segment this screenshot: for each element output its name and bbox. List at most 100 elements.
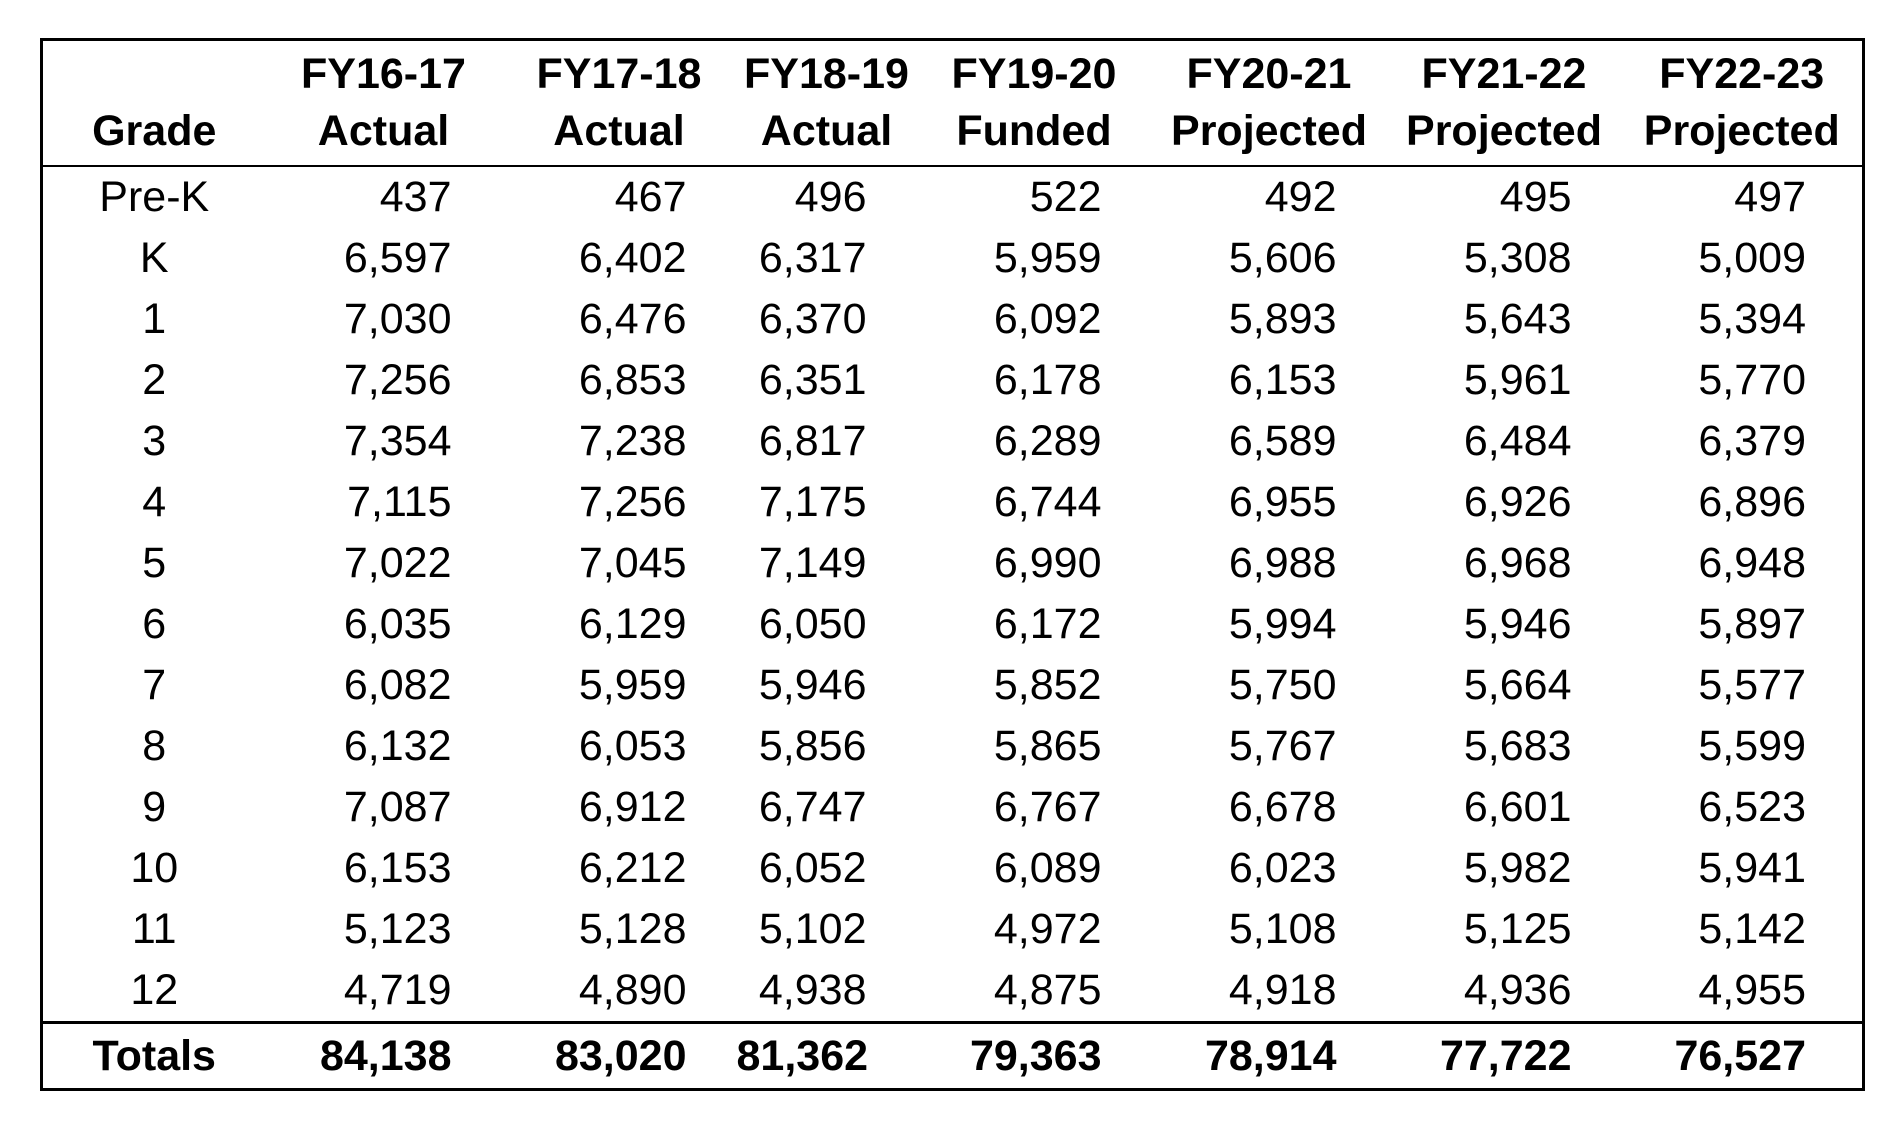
column-header-fy22-23: FY22-23 Projected: [1621, 39, 1864, 167]
value-cell: 496: [794, 173, 867, 221]
value-cell: 4,938: [758, 966, 867, 1014]
column-header-line2: Actual: [760, 107, 893, 155]
value-cell: 6,948: [1698, 539, 1806, 587]
value-cell: 5,897: [1698, 600, 1806, 648]
value-cell: 5,770: [1698, 356, 1806, 404]
table-row: 3 7,354 7,238 6,817 6,289 6,589 6,484 6,…: [42, 411, 1864, 472]
value-cell: 6,089: [993, 844, 1102, 892]
value-cell: 6,988: [1228, 539, 1337, 587]
value-cell: 5,142: [1698, 905, 1806, 953]
value-cell: 6,484: [1463, 417, 1572, 465]
totals-row: Totals 84,138 83,020 81,362 79,363 78,91…: [41, 1021, 1864, 1090]
value-cell: 6,476: [578, 295, 687, 343]
value-cell: 5,767: [1228, 722, 1337, 770]
value-cell: 6,050: [758, 600, 867, 648]
column-header-line1: FY21-22: [1421, 50, 1587, 98]
value-cell: 5,865: [993, 722, 1102, 770]
totals-cell: 77,722: [1386, 1021, 1622, 1090]
column-header-line1: FY20-21: [1186, 50, 1352, 98]
totals-cell: 79,363: [916, 1021, 1152, 1090]
value-cell: 6,379: [1698, 417, 1806, 465]
value-cell: 4,918: [1228, 966, 1337, 1014]
column-header-line2: Actual: [317, 107, 450, 155]
value-cell: 6,402: [578, 234, 687, 282]
value-cell: 5,308: [1463, 234, 1572, 282]
value-cell: 5,750: [1228, 661, 1337, 709]
totals-cell: 76,527: [1621, 1021, 1864, 1090]
header-row: Grade FY16-17 Actual FY17-18 Actual FY18…: [41, 39, 1864, 167]
value-cell: 495: [1499, 173, 1572, 221]
value-cell: 5,852: [993, 661, 1102, 709]
value-cell: 4,719: [343, 966, 452, 1014]
column-header-line1: [43, 46, 266, 103]
grade-cell: 1: [142, 295, 167, 343]
value-cell: 6,023: [1228, 844, 1337, 892]
value-cell: 7,149: [758, 539, 867, 587]
grade-cell: K: [139, 234, 169, 282]
value-cell: 6,129: [578, 600, 687, 648]
totals-cell: 78,914: [1151, 1021, 1387, 1090]
grade-cell: 10: [130, 844, 179, 892]
value-cell: 6,153: [1228, 356, 1337, 404]
value-cell: 5,664: [1463, 661, 1572, 709]
column-header-line2: Projected: [1171, 107, 1367, 155]
value-cell: 6,990: [993, 539, 1102, 587]
value-cell: 5,577: [1698, 661, 1806, 709]
value-cell: 6,289: [993, 417, 1102, 465]
column-header-fy16-17: FY16-17 Actual: [265, 39, 502, 167]
value-cell: 6,370: [758, 295, 867, 343]
table-row: 1 7,030 6,476 6,370 6,092 5,893 5,643 5,…: [42, 289, 1864, 350]
table-row: 11 5,123 5,128 5,102 4,972 5,108 5,125 5…: [42, 899, 1864, 960]
value-cell: 6,853: [578, 356, 687, 404]
table-row: 6 6,035 6,129 6,050 6,172 5,994 5,946 5,…: [42, 594, 1864, 655]
value-cell: 5,108: [1228, 905, 1337, 953]
value-cell: 6,132: [343, 722, 452, 770]
value-cell: 6,351: [758, 356, 867, 404]
value-cell: 7,022: [343, 539, 452, 587]
grade-cell: Pre-K: [99, 173, 210, 221]
column-header-line2: Grade: [92, 107, 217, 155]
value-cell: 6,955: [1228, 478, 1337, 526]
value-cell: 6,817: [758, 417, 867, 465]
grade-cell: 2: [142, 356, 167, 404]
value-cell: 6,035: [343, 600, 452, 648]
table-row: 9 7,087 6,912 6,747 6,767 6,678 6,601 6,…: [42, 777, 1864, 838]
value-cell: 5,599: [1698, 722, 1806, 770]
table-row: Pre-K 437 467 496 522 492 495 497: [42, 166, 1864, 228]
value-cell: 4,936: [1463, 966, 1572, 1014]
table-footer: Totals 84,138 83,020 81,362 79,363 78,91…: [41, 1021, 1864, 1090]
value-cell: 7,238: [578, 417, 687, 465]
value-cell: 7,030: [343, 295, 452, 343]
column-header-line1: FY18-19: [744, 50, 909, 98]
value-cell: 6,212: [578, 844, 687, 892]
column-header-line2: Funded: [956, 107, 1112, 155]
column-header-grade: Grade: [41, 39, 266, 167]
value-cell: 437: [379, 173, 452, 221]
value-cell: 6,896: [1698, 478, 1806, 526]
table-row: 12 4,719 4,890 4,938 4,875 4,918 4,936 4…: [42, 960, 1864, 1023]
value-cell: 5,123: [343, 905, 452, 953]
column-header-fy19-20: FY19-20 Funded: [916, 39, 1152, 167]
value-cell: 6,601: [1463, 783, 1572, 831]
column-header-line1: FY16-17: [301, 50, 466, 98]
enrollment-table: Grade FY16-17 Actual FY17-18 Actual FY18…: [40, 38, 1865, 1091]
column-header-line1: FY17-18: [536, 50, 702, 98]
table-row: K 6,597 6,402 6,317 5,959 5,606 5,308 5,…: [42, 228, 1864, 289]
value-cell: 6,744: [993, 478, 1102, 526]
value-cell: 6,317: [758, 234, 867, 282]
value-cell: 5,961: [1463, 356, 1572, 404]
value-cell: 6,092: [993, 295, 1102, 343]
value-cell: 7,175: [758, 478, 867, 526]
value-cell: 4,890: [578, 966, 687, 1014]
value-cell: 6,153: [343, 844, 452, 892]
table-body: Pre-K 437 467 496 522 492 495 497 K 6,59…: [42, 166, 1864, 1023]
value-cell: 6,178: [993, 356, 1102, 404]
grade-cell: 12: [130, 966, 179, 1014]
value-cell: 492: [1264, 173, 1337, 221]
grade-cell: 7: [142, 661, 167, 709]
column-header-fy20-21: FY20-21 Projected: [1151, 39, 1387, 167]
grade-cell: 8: [142, 722, 167, 770]
value-cell: 5,009: [1698, 234, 1806, 282]
value-cell: 6,968: [1463, 539, 1572, 587]
